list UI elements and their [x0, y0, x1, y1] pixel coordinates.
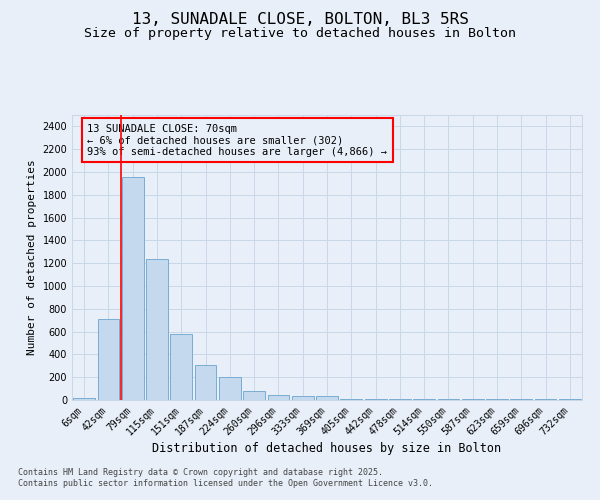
Text: 13, SUNADALE CLOSE, BOLTON, BL3 5RS: 13, SUNADALE CLOSE, BOLTON, BL3 5RS — [131, 12, 469, 28]
Bar — [97, 319, 119, 400]
Bar — [243, 391, 265, 400]
Bar — [268, 395, 289, 400]
Text: 13 SUNADALE CLOSE: 70sqm
← 6% of detached houses are smaller (302)
93% of semi-d: 13 SUNADALE CLOSE: 70sqm ← 6% of detache… — [88, 124, 388, 157]
Bar — [170, 334, 192, 400]
Text: Size of property relative to detached houses in Bolton: Size of property relative to detached ho… — [84, 28, 516, 40]
Bar — [73, 398, 95, 400]
Bar — [219, 377, 241, 400]
X-axis label: Distribution of detached houses by size in Bolton: Distribution of detached houses by size … — [152, 442, 502, 456]
Bar — [122, 176, 143, 400]
Text: Contains HM Land Registry data © Crown copyright and database right 2025.
Contai: Contains HM Land Registry data © Crown c… — [18, 468, 433, 487]
Bar — [146, 258, 168, 400]
Y-axis label: Number of detached properties: Number of detached properties — [27, 160, 37, 356]
Bar — [292, 396, 314, 400]
Bar — [316, 396, 338, 400]
Bar — [194, 365, 217, 400]
